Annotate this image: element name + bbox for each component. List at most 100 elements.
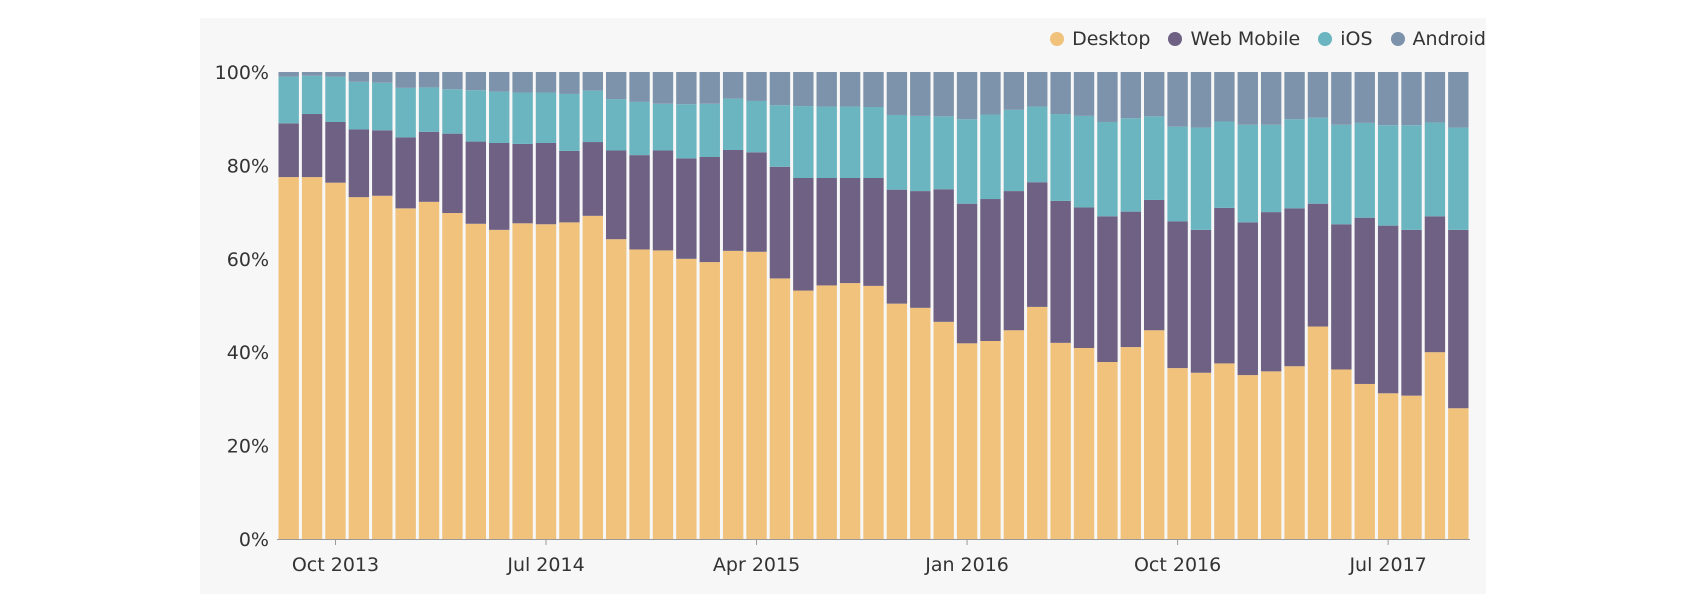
bar-segment-ios[interactable] — [933, 116, 954, 190]
bar-segment-web-mobile[interactable] — [956, 203, 978, 344]
bar-segment-ios[interactable] — [1401, 125, 1422, 230]
bar-segment-android[interactable] — [1237, 72, 1258, 125]
bar-segment-web-mobile[interactable] — [1214, 207, 1235, 364]
bar-segment-web-mobile[interactable] — [676, 158, 697, 259]
legend-item-web-mobile[interactable]: Web Mobile — [1168, 28, 1300, 50]
bar-segment-android[interactable] — [418, 72, 440, 88]
bar-segment-web-mobile[interactable] — [980, 199, 1001, 341]
bar-segment-android[interactable] — [395, 72, 416, 88]
bar-segment-web-mobile[interactable] — [1448, 229, 1469, 409]
bar-segment-desktop[interactable] — [1260, 371, 1282, 539]
bar-segment-desktop[interactable] — [1167, 368, 1188, 539]
bar-segment-desktop[interactable] — [793, 290, 814, 539]
bar-segment-desktop[interactable] — [465, 223, 487, 539]
bar-segment-web-mobile[interactable] — [793, 178, 814, 291]
bar-segment-web-mobile[interactable] — [1144, 199, 1165, 331]
bar-segment-web-mobile[interactable] — [582, 142, 603, 216]
bar-segment-web-mobile[interactable] — [372, 130, 393, 196]
bar-segment-ios[interactable] — [839, 106, 861, 179]
bar-segment-desktop[interactable] — [1073, 348, 1095, 539]
bar-segment-web-mobile[interactable] — [442, 133, 463, 214]
bar-segment-android[interactable] — [559, 72, 580, 94]
bar-segment-desktop[interactable] — [278, 177, 299, 539]
bar-segment-web-mobile[interactable] — [769, 166, 791, 279]
bar-segment-android[interactable] — [699, 72, 720, 104]
bar-segment-ios[interactable] — [1284, 119, 1305, 209]
bar-segment-android[interactable] — [465, 72, 487, 91]
bar-segment-android[interactable] — [1214, 72, 1235, 122]
bar-segment-desktop[interactable] — [910, 307, 931, 539]
bar-segment-android[interactable] — [1260, 72, 1282, 125]
bar-segment-desktop[interactable] — [746, 251, 767, 540]
bar-segment-desktop[interactable] — [348, 197, 370, 539]
bar-segment-android[interactable] — [863, 72, 884, 108]
bar-segment-web-mobile[interactable] — [1424, 216, 1446, 353]
bar-segment-desktop[interactable] — [1190, 372, 1212, 539]
bar-segment-ios[interactable] — [793, 106, 814, 179]
bar-segment-ios[interactable] — [301, 75, 323, 115]
bar-segment-desktop[interactable] — [1331, 369, 1352, 539]
bar-segment-desktop[interactable] — [1097, 362, 1118, 539]
bar-segment-ios[interactable] — [1050, 114, 1071, 201]
bar-segment-web-mobile[interactable] — [1167, 221, 1188, 369]
bar-segment-ios[interactable] — [1027, 106, 1048, 183]
bar-segment-android[interactable] — [769, 72, 791, 106]
bar-segment-android[interactable] — [956, 72, 978, 120]
bar-segment-android[interactable] — [605, 72, 627, 100]
bar-segment-desktop[interactable] — [1401, 395, 1422, 539]
bar-segment-ios[interactable] — [1167, 126, 1188, 222]
bar-segment-desktop[interactable] — [535, 224, 557, 540]
bar-segment-desktop[interactable] — [1307, 326, 1329, 539]
bar-segment-android[interactable] — [1377, 72, 1399, 126]
bar-segment-web-mobile[interactable] — [1003, 191, 1025, 331]
bar-segment-desktop[interactable] — [372, 195, 393, 539]
bar-segment-desktop[interactable] — [559, 222, 580, 539]
bar-segment-android[interactable] — [652, 72, 674, 104]
legend-item-desktop[interactable]: Desktop — [1050, 28, 1150, 50]
bar-segment-desktop[interactable] — [769, 278, 791, 539]
bar-segment-android[interactable] — [512, 72, 533, 93]
bar-segment-web-mobile[interactable] — [1377, 225, 1399, 394]
bar-segment-android[interactable] — [1144, 72, 1165, 117]
bar-segment-desktop[interactable] — [676, 258, 697, 539]
bar-segment-android[interactable] — [816, 72, 837, 107]
bar-segment-ios[interactable] — [956, 119, 978, 204]
bar-segment-ios[interactable] — [1003, 109, 1025, 192]
bar-segment-web-mobile[interactable] — [489, 142, 510, 230]
bar-segment-web-mobile[interactable] — [605, 150, 627, 240]
bar-segment-desktop[interactable] — [442, 213, 463, 539]
bar-segment-android[interactable] — [629, 72, 650, 102]
bar-segment-web-mobile[interactable] — [535, 142, 557, 225]
bar-segment-ios[interactable] — [489, 91, 510, 143]
bar-segment-web-mobile[interactable] — [629, 155, 650, 250]
bar-segment-ios[interactable] — [465, 90, 487, 142]
bar-segment-ios[interactable] — [395, 87, 416, 138]
bar-segment-ios[interactable] — [1073, 115, 1095, 208]
bar-segment-ios[interactable] — [816, 106, 837, 179]
bar-segment-ios[interactable] — [1424, 122, 1446, 217]
bar-segment-web-mobile[interactable] — [839, 178, 861, 284]
bar-segment-android[interactable] — [1097, 72, 1118, 122]
bar-segment-web-mobile[interactable] — [348, 129, 370, 198]
bar-segment-ios[interactable] — [442, 89, 463, 134]
bar-segment-android[interactable] — [676, 72, 697, 105]
bar-segment-android[interactable] — [372, 72, 393, 83]
bar-segment-ios[interactable] — [1097, 121, 1118, 217]
bar-segment-desktop[interactable] — [722, 250, 744, 540]
bar-segment-web-mobile[interactable] — [278, 123, 299, 178]
bar-segment-ios[interactable] — [1377, 125, 1399, 226]
bar-segment-android[interactable] — [1050, 72, 1071, 115]
bar-segment-android[interactable] — [1354, 72, 1375, 123]
bar-segment-android[interactable] — [1120, 72, 1142, 119]
bar-segment-ios[interactable] — [746, 100, 767, 153]
bar-segment-desktop[interactable] — [489, 229, 510, 539]
bar-segment-ios[interactable] — [512, 92, 533, 144]
bar-segment-web-mobile[interactable] — [933, 189, 954, 322]
bar-segment-ios[interactable] — [676, 104, 697, 159]
bar-segment-ios[interactable] — [1144, 116, 1165, 200]
bar-segment-web-mobile[interactable] — [418, 131, 440, 202]
bar-segment-desktop[interactable] — [395, 208, 416, 540]
bar-segment-desktop[interactable] — [418, 201, 440, 539]
bar-segment-web-mobile[interactable] — [816, 178, 837, 286]
bar-segment-desktop[interactable] — [605, 239, 627, 539]
